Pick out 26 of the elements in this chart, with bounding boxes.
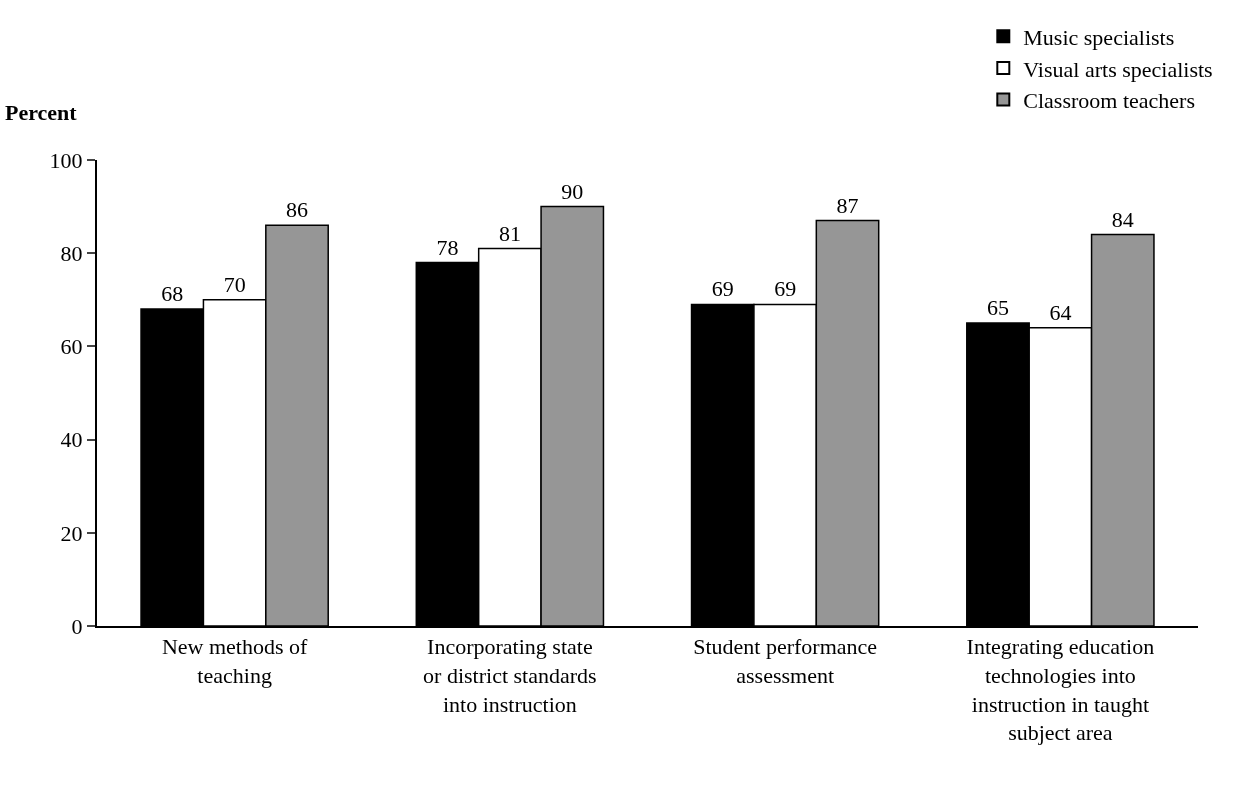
y-tick-label: 20 [60, 520, 83, 546]
data-label: 90 [561, 178, 584, 204]
data-label: 69 [774, 276, 797, 302]
legend-label: Classroom teachers [1023, 88, 1195, 114]
data-label: 87 [836, 192, 859, 218]
y-tick-label: 100 [49, 147, 83, 173]
x-tick-label: Incorporating state or district standards into instruction [423, 634, 597, 717]
data-label: 65 [986, 295, 1009, 321]
data-label: 84 [1111, 206, 1134, 232]
x-tick-label: New methods of teaching [161, 634, 309, 688]
data-label: 70 [223, 271, 246, 297]
legend-label: Visual arts specialists [1023, 56, 1213, 82]
x-tick-label: Student performance assessment [693, 634, 878, 688]
x-tick-label: Integrating education technologies into instruction in taught subject area [966, 634, 1155, 746]
y-tick-label: 80 [60, 240, 83, 266]
legend-label: Music specialists [1023, 24, 1175, 50]
data-label: 81 [498, 220, 521, 246]
data-label: 69 [711, 276, 734, 302]
data-label: 68 [161, 281, 184, 307]
y-axis-title: Percent [5, 100, 78, 125]
y-tick-label: 0 [71, 613, 83, 639]
y-tick-label: 60 [60, 334, 83, 360]
data-label: 64 [1049, 299, 1072, 325]
data-label: 86 [286, 197, 309, 223]
y-tick-label: 40 [60, 427, 83, 453]
data-label: 78 [436, 234, 459, 260]
